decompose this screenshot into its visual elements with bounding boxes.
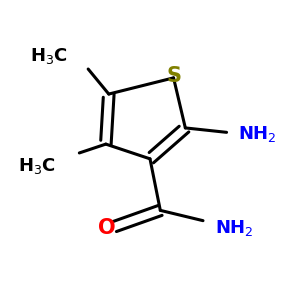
Text: NH$_2$: NH$_2$ bbox=[215, 218, 253, 238]
Text: O: O bbox=[98, 218, 116, 238]
Text: H$_3$C: H$_3$C bbox=[30, 46, 68, 66]
Text: H$_3$C: H$_3$C bbox=[18, 156, 56, 176]
Text: NH$_2$: NH$_2$ bbox=[238, 124, 277, 144]
Text: S: S bbox=[166, 66, 181, 86]
